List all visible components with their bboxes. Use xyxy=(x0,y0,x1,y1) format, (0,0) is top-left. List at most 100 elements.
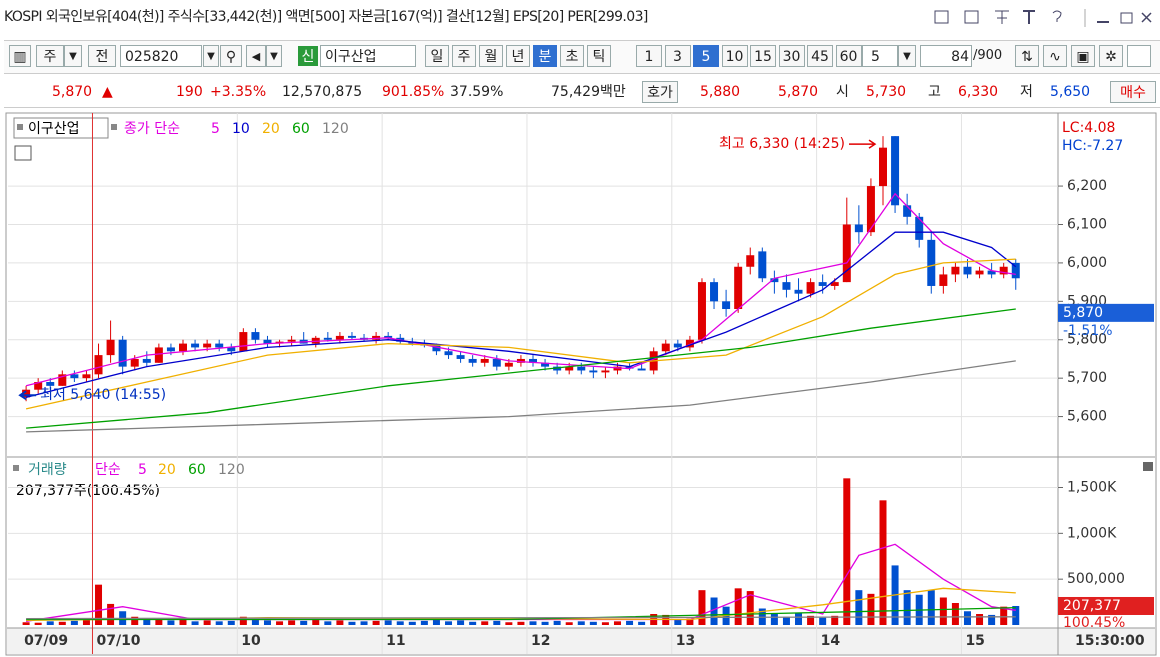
hc: HC:-7.27 xyxy=(1062,138,1123,154)
grid-icon[interactable] xyxy=(14,145,32,161)
x-tick-label: 12 xyxy=(531,633,550,649)
toolbar-button[interactable]: 45 xyxy=(807,45,833,67)
toolbar-button[interactable]: 틱 xyxy=(587,45,611,67)
candle-body xyxy=(58,374,67,386)
panel-close[interactable] xyxy=(1143,462,1153,471)
dropdown[interactable]: ▼ xyxy=(203,45,219,67)
search[interactable]: ⚲ xyxy=(220,45,242,67)
volume-bar xyxy=(831,615,839,625)
candle-body xyxy=(975,270,984,275)
candle-body xyxy=(589,370,598,373)
legend-entry: 60 xyxy=(292,121,310,137)
volume-bar xyxy=(601,622,609,625)
volume-bar xyxy=(879,500,887,625)
candle-body xyxy=(492,358,501,367)
candle-body xyxy=(854,224,863,233)
toolbar-button[interactable]: 주 xyxy=(452,45,476,67)
dropdown[interactable]: ▼ xyxy=(898,45,916,67)
volume-bar xyxy=(336,620,344,625)
ma-line xyxy=(25,231,1017,399)
count-total: /900 xyxy=(973,48,1003,63)
tool-icon[interactable]: ⇅ xyxy=(1015,45,1039,67)
y-tick-label: 1,500K xyxy=(1067,480,1117,496)
save-icon[interactable]: ▣ xyxy=(1071,45,1095,67)
candle-body xyxy=(722,301,731,310)
toolbar-button[interactable]: 60 xyxy=(835,45,862,67)
volume-bar xyxy=(807,615,815,625)
high-label: 고 xyxy=(928,84,941,100)
volume-bar xyxy=(70,620,78,625)
volume-bar xyxy=(263,620,271,625)
toolbar-button[interactable]: 3 xyxy=(664,45,691,67)
icon[interactable] xyxy=(995,10,1009,24)
vol-ratio: 901.85% xyxy=(382,84,445,100)
speaker[interactable]: ◀ xyxy=(246,45,266,67)
ma-line xyxy=(26,360,1016,433)
volume-bar xyxy=(227,620,235,625)
candle-body xyxy=(335,335,344,340)
volume-bar xyxy=(457,620,465,625)
low: 5,650 xyxy=(1050,84,1091,100)
last-price-label: 5,870 xyxy=(1063,305,1103,321)
legend-bullet xyxy=(17,124,23,130)
volume-bar xyxy=(517,621,525,625)
volume-bar xyxy=(976,614,984,625)
window-controls xyxy=(934,9,1152,27)
toolbar-button[interactable]: 년 xyxy=(506,45,530,67)
candle-body xyxy=(22,389,31,398)
close[interactable] xyxy=(1141,12,1152,23)
candle-body xyxy=(504,362,513,367)
toolbar-button[interactable]: 1 xyxy=(636,45,662,67)
scope-button[interactable]: 전 xyxy=(88,45,116,67)
icon[interactable] xyxy=(934,10,949,24)
menu-icon[interactable]: ▥ xyxy=(9,45,31,67)
candle-body xyxy=(553,366,562,371)
unit-select[interactable]: 5 xyxy=(862,45,898,67)
market-select[interactable]: 주 xyxy=(36,45,64,67)
y-tick-label: 6,100 xyxy=(1067,216,1107,232)
legend-entry: 20 xyxy=(158,462,176,478)
dropdown[interactable]: ▼ xyxy=(266,45,282,67)
volume-bar xyxy=(396,621,404,625)
toolbar-button[interactable]: 월 xyxy=(479,45,503,67)
volume-bar xyxy=(46,621,54,625)
legend-label: 종가 단순 xyxy=(124,121,180,137)
x-tick-label: 11 xyxy=(386,633,405,649)
toolbar-button[interactable]: 10 xyxy=(721,45,748,67)
candle-body xyxy=(227,347,236,352)
code-input[interactable]: 025820 xyxy=(120,45,202,67)
volume-bar xyxy=(577,621,585,625)
candle-body xyxy=(879,147,887,187)
candle-body xyxy=(384,335,393,338)
dropdown[interactable]: ▼ xyxy=(64,45,82,67)
icon[interactable] xyxy=(1023,10,1035,24)
toolbar-button[interactable]: 15 xyxy=(750,45,776,67)
candle-body xyxy=(468,358,477,363)
ma-line xyxy=(26,616,1016,620)
maximize[interactable] xyxy=(1120,12,1133,24)
buy-button[interactable]: 매수 xyxy=(1110,81,1156,103)
volume-bar xyxy=(698,590,706,625)
icon[interactable] xyxy=(964,10,979,24)
settings-icon[interactable]: ✲ xyxy=(1099,45,1123,67)
toolbar-button[interactable]: 분 xyxy=(533,45,557,67)
candle-body xyxy=(806,282,815,294)
checkbox[interactable] xyxy=(1127,45,1151,67)
stock-name[interactable]: 이구산업 xyxy=(320,45,416,67)
volume-bar xyxy=(167,620,175,625)
x-axis-band xyxy=(7,628,1155,654)
toolbar-button[interactable]: 일 xyxy=(425,45,449,67)
last-price-box xyxy=(1058,303,1154,322)
tool-icon[interactable]: ∿ xyxy=(1043,45,1067,67)
candle-body xyxy=(191,343,200,348)
toolbar-button[interactable]: 30 xyxy=(778,45,805,67)
candle-body xyxy=(287,339,296,342)
icon[interactable] xyxy=(1052,10,1062,22)
toolbar-button[interactable]: 5 xyxy=(693,45,719,67)
count-input[interactable]: 84 xyxy=(920,45,972,67)
x-tick-label: 14 xyxy=(821,633,841,649)
volume-bar xyxy=(239,616,247,625)
candle-body xyxy=(179,343,187,352)
toolbar-button[interactable]: 초 xyxy=(560,45,584,67)
